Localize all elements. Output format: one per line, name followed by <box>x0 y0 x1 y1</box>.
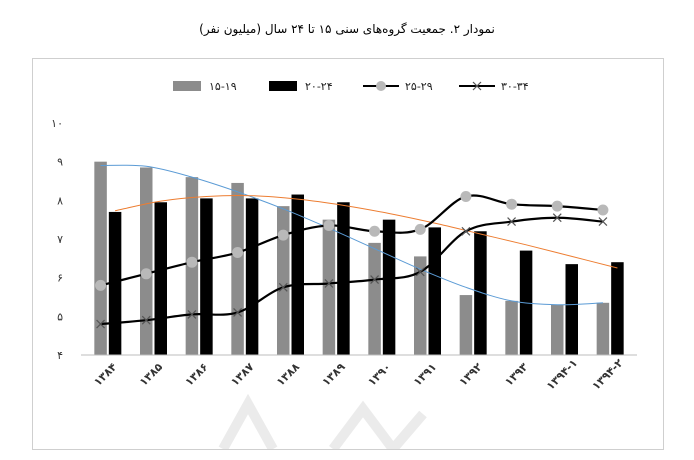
bar-15-19 <box>322 219 336 355</box>
point-30-34 <box>141 315 151 325</box>
point-30-34-stroke <box>507 217 517 227</box>
legend-swatch-20-24 <box>269 81 297 91</box>
legend-marker-25-29 <box>376 81 386 91</box>
point-30-34-stroke <box>278 282 288 292</box>
point-25-29 <box>506 198 518 210</box>
x-tick-label: ۱۳۸۴ <box>91 360 119 388</box>
point-25-29 <box>277 229 289 241</box>
watermark-shape <box>218 393 427 449</box>
x-tick-label: ۱۳۸۷ <box>228 360 256 388</box>
point-25-29 <box>323 219 335 231</box>
point-25-29 <box>95 279 107 291</box>
point-30-34 <box>552 213 562 223</box>
point-30-34-stroke <box>187 309 197 319</box>
y-tick-label: ۵ <box>57 310 63 323</box>
point-30-34 <box>507 217 517 227</box>
legend-label-25-29: ۲۵-۲۹ <box>405 80 433 93</box>
point-30-34-stroke <box>370 275 380 285</box>
legend-label-20-24: ۲۰-۲۴ <box>305 80 333 93</box>
point-25-29 <box>460 190 472 202</box>
bar-20-24 <box>291 194 304 355</box>
x-tick-label: ۱۳۸۸ <box>274 360 302 388</box>
bar-20-24 <box>108 211 122 355</box>
bar-20-24 <box>382 219 396 355</box>
bar-15-19 <box>231 182 244 355</box>
legend-label-15-19: ۱۵-۱۹ <box>209 80 237 93</box>
point-25-29 <box>551 200 563 212</box>
x-tick-label: ۱۳۹۲ <box>457 360 485 388</box>
legend: ۱۵-۱۹ ۲۰-۲۴ ۲۵-۲۹ ۳۰-۳۴ <box>173 80 529 93</box>
x-tick-label: ۱۳۸۶ <box>183 360 211 388</box>
y-tick-label: ۸ <box>57 194 63 207</box>
legend-label-30-34: ۳۰-۳۴ <box>501 80 529 93</box>
y-tick-label: ۹ <box>57 156 63 169</box>
bars <box>81 161 637 356</box>
bar-20-24 <box>337 202 350 355</box>
x-tick-label: ۱۳۹۴-۲ <box>590 356 626 392</box>
x-tick-label: ۱۳۹۳ <box>502 360 530 388</box>
y-tick-label: ۱۰ <box>51 117 63 130</box>
legend-marker-30-34 <box>472 81 482 91</box>
point-25-29 <box>369 225 381 237</box>
point-30-34-stroke <box>461 226 471 236</box>
chart-area: ۱۵-۱۹ ۲۰-۲۴ ۲۵-۲۹ ۳۰-۳۴ ۴ ۵ ۶ ۷ ۸ ۹ ۱۰ ۱۳۸۴ ۱۳۸۵ ۱۳… <box>32 58 664 450</box>
bar-20-24 <box>245 198 259 355</box>
point-25-29 <box>232 247 244 259</box>
bar-20-24 <box>428 227 441 355</box>
y-tick-label: ۷ <box>57 233 63 246</box>
bar-15-19 <box>368 242 381 355</box>
point-30-34-stroke <box>598 217 608 227</box>
trendline-20-24 <box>114 194 618 269</box>
x-axis: ۱۳۸۴ ۱۳۸۵ ۱۳۸۶ ۱۳۸۷ ۱۳۸۸ ۱۳۸۹ ۱۳۹۰ ۱۳۹۱ ۱۳۹۲ ۱۳۹۳… <box>91 356 626 392</box>
point-30-34 <box>187 309 197 319</box>
line-30-34 <box>100 216 604 326</box>
y-axis: ۴ ۵ ۶ ۷ ۸ ۹ ۱۰ <box>51 117 63 362</box>
bar-15-19 <box>414 256 427 355</box>
point-30-34-stroke <box>233 308 243 317</box>
point-30-34 <box>233 308 243 317</box>
point-30-34-stroke <box>324 279 334 288</box>
point-30-34 <box>598 217 608 227</box>
bar-15-19 <box>94 161 107 355</box>
point-30-34-stroke <box>552 213 562 223</box>
bar-15-19 <box>596 302 610 355</box>
x-tick-label: ۱۳۹۱ <box>411 360 439 388</box>
point-30-34 <box>324 279 334 288</box>
y-tick-label: ۶ <box>57 272 63 285</box>
point-30-34-stroke <box>141 315 151 325</box>
bar-15-19 <box>140 167 153 355</box>
bar-15-19 <box>459 295 473 355</box>
x-tick-label: ۱۳۸۵ <box>137 360 165 388</box>
trendline-15-19 <box>100 164 603 306</box>
point-30-34 <box>415 267 425 277</box>
bar-20-24 <box>154 202 167 355</box>
point-30-34 <box>370 275 380 285</box>
point-30-34 <box>96 319 106 329</box>
point-30-34-stroke <box>415 267 425 277</box>
point-30-34-stroke <box>96 319 106 329</box>
chart-title: نمودار ۲. جمعیت گروه‌های سنی ۱۵ تا ۲۴ سا… <box>199 22 495 36</box>
bar-20-24 <box>474 231 487 355</box>
bar-15-19 <box>505 300 518 355</box>
point-30-34 <box>461 226 471 236</box>
point-25-29 <box>140 268 152 280</box>
legend-swatch-15-19 <box>173 81 201 91</box>
bar-20-24 <box>611 262 624 355</box>
bar-15-19 <box>277 206 290 355</box>
point-25-29 <box>186 256 198 268</box>
x-tick-label: ۱۳۸۹ <box>320 360 348 388</box>
point-25-29 <box>414 223 426 235</box>
bar-20-24 <box>200 198 213 355</box>
y-tick-label: ۴ <box>57 349 63 362</box>
point-30-34 <box>278 282 288 292</box>
watermark <box>218 393 427 449</box>
bar-15-19 <box>551 304 564 355</box>
bar-20-24 <box>565 264 578 355</box>
x-tick-label: ۱۳۹۴-۱ <box>544 356 580 392</box>
trendlines <box>100 164 618 306</box>
x-tick-label: ۱۳۹۰ <box>365 360 393 388</box>
point-25-29 <box>597 204 609 216</box>
series-lines <box>95 190 609 329</box>
